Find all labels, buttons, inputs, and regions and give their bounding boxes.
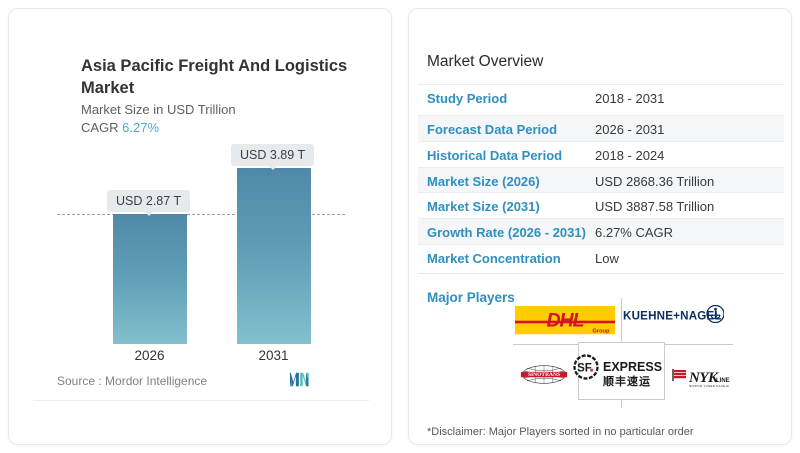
svg-text:SINOTRANS: SINOTRANS xyxy=(528,372,560,378)
svg-text:顺丰速运: 顺丰速运 xyxy=(603,374,651,388)
svg-text:SF: SF xyxy=(577,363,592,375)
svg-text:DHL: DHL xyxy=(547,310,584,332)
svg-text:EXPRESS: EXPRESS xyxy=(603,360,662,374)
svg-text:NIPPON YUSEN KAISHA: NIPPON YUSEN KAISHA xyxy=(689,384,729,388)
svg-text:Group: Group xyxy=(592,329,610,335)
